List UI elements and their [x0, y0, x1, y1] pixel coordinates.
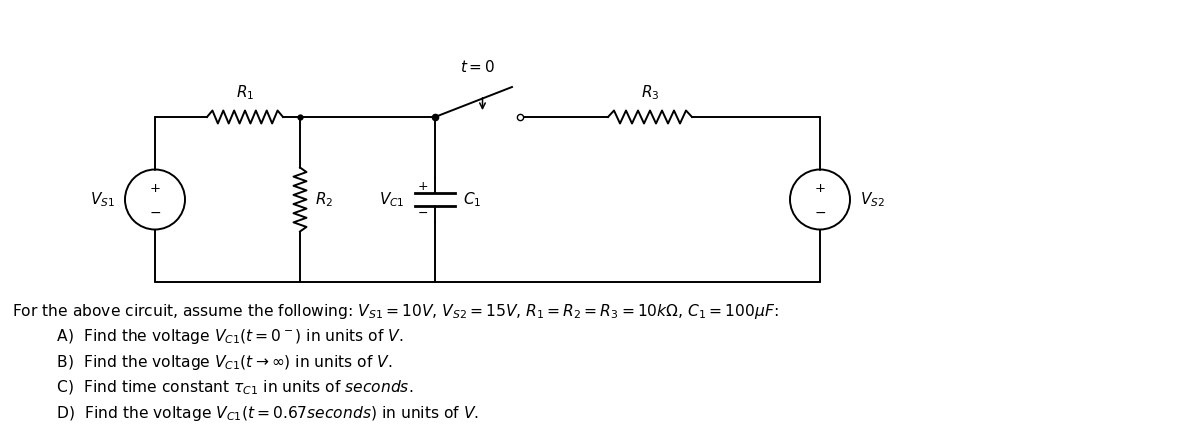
- Text: $V_{C1}$: $V_{C1}$: [379, 190, 406, 209]
- Text: $C_1$: $C_1$: [463, 190, 481, 209]
- Text: −: −: [418, 207, 428, 220]
- Text: $R_2$: $R_2$: [314, 190, 334, 209]
- Text: $V_{S1}$: $V_{S1}$: [90, 190, 115, 209]
- Text: B)  Find the voltage $V_{C1}(t \rightarrow \infty)$ in units of $V$.: B) Find the voltage $V_{C1}(t \rightarro…: [42, 353, 392, 372]
- Text: +: +: [815, 182, 826, 195]
- Text: $R_1$: $R_1$: [236, 83, 254, 102]
- Text: $t = 0$: $t = 0$: [460, 59, 496, 75]
- Text: A)  Find the voltage $V_{C1}(t = 0^-)$ in units of $V$.: A) Find the voltage $V_{C1}(t = 0^-)$ in…: [42, 328, 403, 346]
- Text: $R_3$: $R_3$: [641, 83, 659, 102]
- Text: D)  Find the voltage $V_{C1}(t = 0.67 seconds)$ in units of $V$.: D) Find the voltage $V_{C1}(t = 0.67 sec…: [42, 404, 479, 423]
- Text: −: −: [149, 206, 161, 219]
- Text: +: +: [418, 180, 428, 193]
- Text: −: −: [814, 206, 826, 219]
- Text: C)  Find time constant $\tau_{C1}$ in units of $seconds$.: C) Find time constant $\tau_{C1}$ in uni…: [42, 379, 413, 397]
- Text: +: +: [150, 182, 161, 195]
- Text: For the above circuit, assume the following: $V_{S1} = 10V$, $V_{S2} = 15V$, $R_: For the above circuit, assume the follow…: [12, 302, 778, 321]
- Text: $V_{S2}$: $V_{S2}$: [860, 190, 884, 209]
